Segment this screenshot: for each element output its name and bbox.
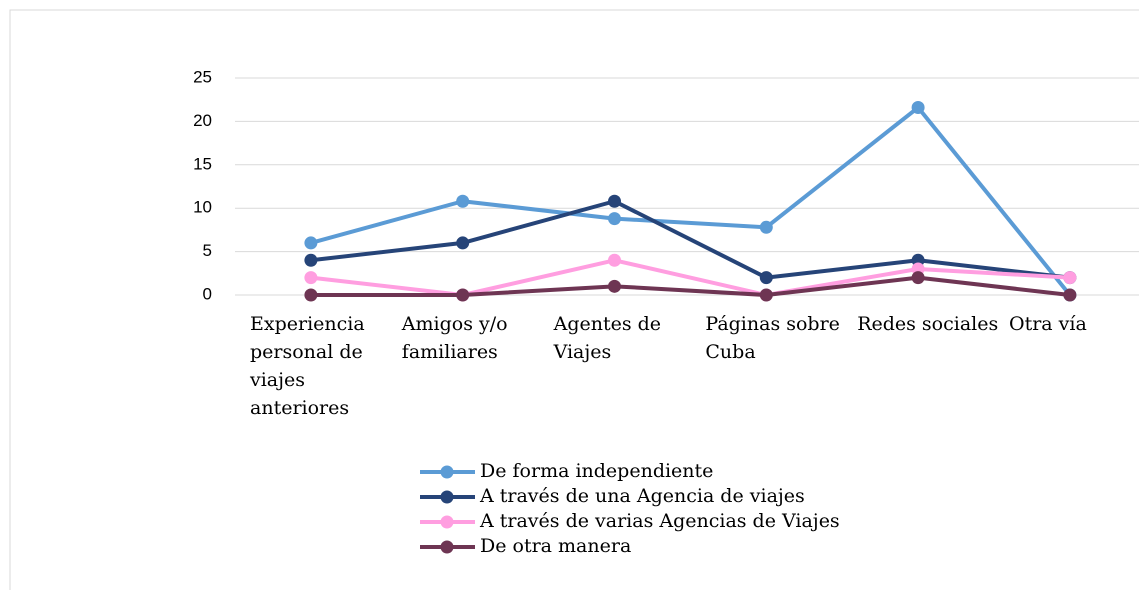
marker [759, 220, 773, 234]
line [310, 199, 1071, 280]
marker [1063, 288, 1077, 302]
marker [911, 271, 925, 285]
marker [759, 288, 773, 302]
marker [608, 279, 621, 293]
marker [1063, 271, 1077, 285]
y-tick-label: 5 [203, 241, 212, 260]
chart-frame [9, 9, 1139, 590]
marker [608, 253, 621, 267]
legend-marker [440, 490, 454, 504]
x-tick-label: Redes sociales [857, 313, 999, 335]
x-tick-label: Experiencia personal de viajes anteriore… [250, 313, 365, 419]
marker [304, 236, 318, 250]
y-tick-label: 10 [193, 198, 212, 217]
x-tick-label: Páginas sobre Cuba [705, 313, 840, 363]
marker [304, 253, 318, 267]
legend-label: A través de varias Agencias de Viajes [479, 510, 840, 532]
y-tick-label: 20 [193, 111, 212, 130]
marker [911, 101, 925, 115]
legend-label: A través de una Agencia de viajes [479, 485, 805, 507]
marker [456, 288, 470, 302]
legend-label: De forma independiente [480, 460, 713, 482]
legend-marker [440, 465, 454, 479]
line [310, 258, 1071, 297]
legend-label: De otra manera [480, 535, 631, 557]
marker [304, 288, 318, 302]
marker [304, 271, 318, 285]
line [310, 105, 1072, 297]
marker [608, 212, 621, 226]
line [310, 275, 1071, 297]
y-tick-label: 0 [203, 284, 212, 303]
legend-marker [440, 540, 454, 554]
y-tick-label: 25 [193, 67, 212, 86]
x-tick-label: Amigos y/o familiares [401, 313, 508, 363]
legend-marker [440, 515, 454, 529]
marker [456, 236, 470, 250]
x-tick-label: Agentes de Viajes [553, 313, 662, 363]
y-tick-label: 15 [193, 154, 212, 173]
marker [759, 271, 773, 285]
marker [608, 194, 621, 208]
x-tick-label: Otra vía [1009, 313, 1087, 335]
marker [456, 194, 470, 208]
